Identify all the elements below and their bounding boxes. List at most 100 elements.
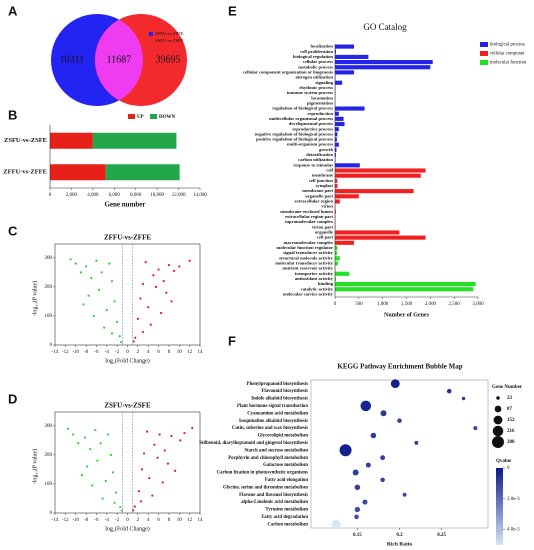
bar (335, 121, 345, 127)
category-label: cell part (317, 235, 334, 240)
point (110, 279, 114, 283)
bubble (354, 484, 361, 491)
x-tick-label: -12 (62, 350, 69, 355)
x-axis-title: log₂(Fold Change) (105, 525, 150, 532)
bar (335, 137, 337, 142)
point (69, 258, 72, 261)
x-tick-label: 3,000 (472, 302, 484, 307)
bubble (339, 444, 352, 457)
bar (335, 60, 433, 65)
x-axis-title: Rich Ratio (387, 541, 412, 547)
bubble (354, 514, 359, 520)
point (137, 490, 140, 493)
point (77, 442, 80, 445)
x-tick-label: 10,000 (150, 193, 164, 198)
x-tick-label: 500 (355, 302, 363, 307)
point (149, 323, 152, 326)
point (111, 471, 115, 474)
bar (335, 163, 360, 168)
point (118, 335, 121, 338)
x-tick-label: -2 (115, 350, 120, 355)
category-label: carbon utilization (298, 157, 333, 162)
legend-swatch (480, 51, 488, 56)
point (86, 465, 89, 468)
category-label: cell junction (309, 178, 334, 183)
category-label: cell (326, 168, 333, 173)
point (158, 433, 161, 436)
point (147, 306, 150, 309)
point (144, 261, 147, 264)
panel-label: B (8, 107, 17, 122)
x-tick-label: -14 (52, 350, 59, 355)
point (179, 439, 182, 442)
bar (50, 132, 93, 149)
x-tick-label: -8 (84, 518, 89, 523)
category-label: signaling (315, 80, 333, 85)
x-tick-label: 1,500 (401, 302, 413, 307)
chart-title: GO Catalog (363, 22, 407, 32)
x-tick-label: 8 (168, 518, 171, 523)
x-tick-label: 2,000 (425, 302, 437, 307)
point (191, 427, 194, 430)
point (116, 320, 119, 323)
category-label: macromolecular complex (284, 240, 334, 245)
point (80, 474, 84, 477)
legend-label: ZFFU-vs-ZFFE (155, 31, 184, 36)
y-tick-label: 100 (45, 482, 53, 487)
size-legend-marker (496, 396, 500, 400)
x-tick-label: 10 (177, 518, 183, 523)
point (87, 294, 90, 297)
category-label: Glycine, serine and threonine metabolism (223, 485, 308, 490)
category-label: nutrient reservoir activity (282, 266, 333, 271)
legend-swatch (480, 60, 488, 65)
bar (335, 276, 336, 281)
category-label: Fatty acid degradation (261, 515, 308, 520)
x-tick-label: -4 (105, 518, 110, 523)
category-label: signal transducer activity (283, 250, 333, 255)
category-label: Glycerolipid metabolism (258, 434, 308, 439)
bar (92, 132, 177, 149)
category-label: Plant hormone signal transduction (237, 404, 308, 409)
category-label: symplast (316, 183, 334, 188)
bar (335, 199, 340, 204)
point (154, 285, 158, 288)
size-legend-marker (492, 436, 504, 448)
x-tick-label: 0 (334, 302, 337, 307)
x-tick-label: -2 (115, 518, 120, 523)
category-label: Flavone and flavonol biosynthesis (239, 493, 308, 498)
bar (335, 132, 338, 137)
point (132, 340, 135, 343)
point (113, 300, 116, 303)
bar (335, 80, 343, 85)
point (139, 297, 142, 300)
point (74, 262, 77, 265)
category-label: immune system process (287, 90, 333, 95)
category-label: virion part (312, 224, 334, 229)
y-tick-label: 300 (45, 256, 53, 261)
bubble (380, 455, 386, 461)
point (109, 453, 113, 456)
bar (335, 44, 355, 49)
category-label: Starch and sucrose metabolism (244, 448, 308, 453)
x-tick-label: -4 (105, 350, 110, 355)
y-axis-title: -log₁₀(P value) (31, 449, 38, 484)
category-label: reproduction (307, 111, 333, 116)
category-label: molecular carrier activity (283, 291, 334, 296)
category-label: negative regulation of biological proces… (255, 131, 333, 136)
x-tick-label: 12,000 (172, 193, 186, 198)
point (79, 271, 82, 274)
category-label: membrane part (302, 188, 333, 193)
x-tick-label: 0.2 (396, 533, 403, 538)
point (99, 442, 102, 445)
category-label: extracellular region part (285, 214, 334, 219)
colorbar-tick-label: 0 (507, 466, 510, 471)
category-label: ZSFU-vs-ZSFE (4, 137, 47, 144)
bar (335, 282, 476, 287)
bar (335, 240, 355, 245)
size-legend-label: 152 (507, 418, 515, 423)
point (153, 443, 156, 446)
x-tick-label: -12 (62, 518, 69, 523)
x-axis-title: Gene number (104, 201, 145, 209)
category-label: cellular process (303, 59, 334, 64)
